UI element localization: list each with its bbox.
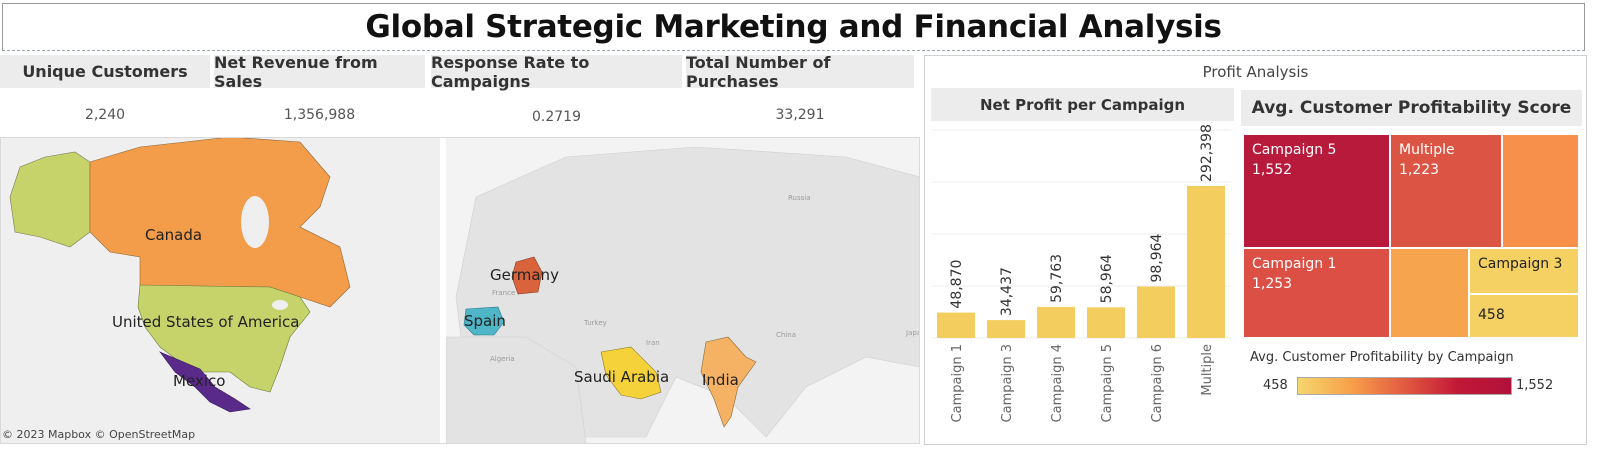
category-label: Campaign 4: [1050, 344, 1065, 422]
bar-campaign-1[interactable]: [937, 312, 975, 338]
treemap-cell-value: 1,253: [1252, 276, 1293, 292]
treemap-title: Avg. Customer Profitability Score: [1241, 90, 1582, 126]
map-label-spain: Spain: [464, 312, 506, 330]
treemap-cell-value: 1,223: [1399, 162, 1440, 178]
treemap-cell-campaign-5[interactable]: Campaign 5 1,552: [1243, 134, 1390, 248]
map-label-india: India: [702, 371, 739, 389]
basemap-label-china: China: [776, 331, 796, 339]
bar-campaign-4[interactable]: [1037, 306, 1075, 338]
kpi-value-net-revenue: 1,356,988: [283, 107, 356, 123]
basemap-label-france: France: [492, 289, 515, 297]
treemap-cell-name: Campaign 5: [1252, 142, 1337, 158]
bar-value-label: 58,964: [1099, 254, 1115, 303]
canada-region[interactable]: [89, 137, 351, 308]
treemap-cell-value-458[interactable]: 458: [1469, 294, 1579, 338]
usa-region[interactable]: [137, 284, 311, 393]
bar-value-label: 34,437: [999, 267, 1015, 316]
treemap-cell-name: Multiple: [1399, 142, 1455, 158]
map-label-canada: Canada: [145, 226, 202, 244]
category-label: Multiple: [1200, 344, 1215, 396]
spain-region[interactable]: [463, 306, 505, 336]
dashboard-title: Global Strategic Marketing and Financial…: [365, 9, 1222, 45]
bar-value-label: 98,964: [1149, 233, 1165, 282]
basemap-label-japan: Japa: [905, 329, 920, 337]
map-label-germany: Germany: [490, 266, 559, 284]
eurasia-map[interactable]: Russia France Turkey Iran China Algeria …: [446, 137, 920, 444]
treemap-cell-name: Campaign 3: [1478, 256, 1563, 272]
category-label: Campaign 5: [1100, 344, 1115, 422]
category-label: Campaign 3: [1000, 344, 1015, 422]
great-lakes-shape: [272, 300, 288, 310]
treemap-cell-value: 458: [1478, 307, 1505, 323]
bar-value-label: 48,870: [949, 260, 965, 309]
color-legend-title: Avg. Customer Profitability by Campaign: [1250, 350, 1514, 365]
north-america-map[interactable]: Canada United States of America Mexico: [0, 137, 440, 444]
map-label-mexico: Mexico: [173, 372, 225, 390]
net-profit-chart-title: Net Profit per Campaign: [931, 88, 1234, 121]
india-region[interactable]: [700, 336, 757, 428]
map-attribution[interactable]: © 2023 Mapbox © OpenStreetMap: [2, 428, 196, 441]
bar-value-label: 292,398: [1199, 125, 1215, 182]
treemap-cell-campaign-1[interactable]: Campaign 1 1,253: [1243, 248, 1390, 338]
hudson-bay-shape: [241, 196, 269, 248]
bar-value-label: 59,763: [1049, 254, 1065, 303]
kpi-header-response-rate: Response Rate to Campaigns: [431, 53, 682, 91]
profit-analysis-title: Profit Analysis: [1202, 63, 1309, 81]
treemap-cell-unlabeled-orange[interactable]: [1502, 134, 1579, 248]
map-label-saudi-arabia: Saudi Arabia: [574, 368, 669, 386]
kpi-value-total-purchases: 33,291: [775, 107, 825, 123]
africa-landmass: [446, 336, 587, 444]
kpi-header-total-purchases: Total Number of Purchases: [686, 53, 914, 91]
bar-campaign-5[interactable]: [1087, 307, 1125, 338]
kpi-value-response-rate: 0.2719: [532, 109, 581, 125]
net-profit-bar-chart: 48,870 34,437 59,763 58,964 98,964 292,398 Ca…: [931, 125, 1231, 422]
treemap-cell-unlabeled-light-orange[interactable]: [1390, 248, 1469, 338]
basemap-label-iran: Iran: [646, 339, 660, 347]
basemap-label-turkey: Turkey: [583, 319, 607, 327]
mexico-region[interactable]: [159, 351, 251, 413]
treemap-cell-name: Campaign 1: [1252, 256, 1337, 272]
bar-campaign-3[interactable]: [987, 320, 1025, 338]
kpi-header-unique-customers: Unique Customers: [0, 55, 210, 88]
color-legend-min: 458: [1263, 378, 1288, 393]
greenland-region[interactable]: [9, 151, 91, 248]
germany-region[interactable]: [511, 256, 543, 295]
category-label: Campaign 1: [950, 344, 965, 422]
dashboard-title-bar: Global Strategic Marketing and Financial…: [2, 3, 1585, 51]
color-legend-max: 1,552: [1516, 378, 1554, 393]
basemap-label-algeria: Algeria: [490, 355, 515, 363]
chart-gridlines: [931, 129, 1231, 339]
saudi-arabia-region[interactable]: [600, 346, 662, 400]
treemap-cell-value: 1,552: [1252, 162, 1293, 178]
color-legend-gradient: [1297, 377, 1512, 395]
category-label: Campaign 6: [1150, 344, 1165, 422]
kpi-header-net-revenue: Net Revenue from Sales: [214, 53, 425, 91]
profit-analysis-panel: [924, 55, 1587, 445]
treemap-cell-campaign-3[interactable]: Campaign 3: [1469, 248, 1579, 294]
bar-campaign-6[interactable]: [1137, 286, 1175, 338]
bar-multiple[interactable]: [1187, 185, 1225, 338]
treemap-cell-multiple[interactable]: Multiple 1,223: [1390, 134, 1502, 248]
map-label-usa: United States of America: [112, 313, 299, 331]
basemap-label-russia: Russia: [788, 194, 811, 202]
kpi-value-unique-customers: 2,240: [84, 107, 126, 123]
